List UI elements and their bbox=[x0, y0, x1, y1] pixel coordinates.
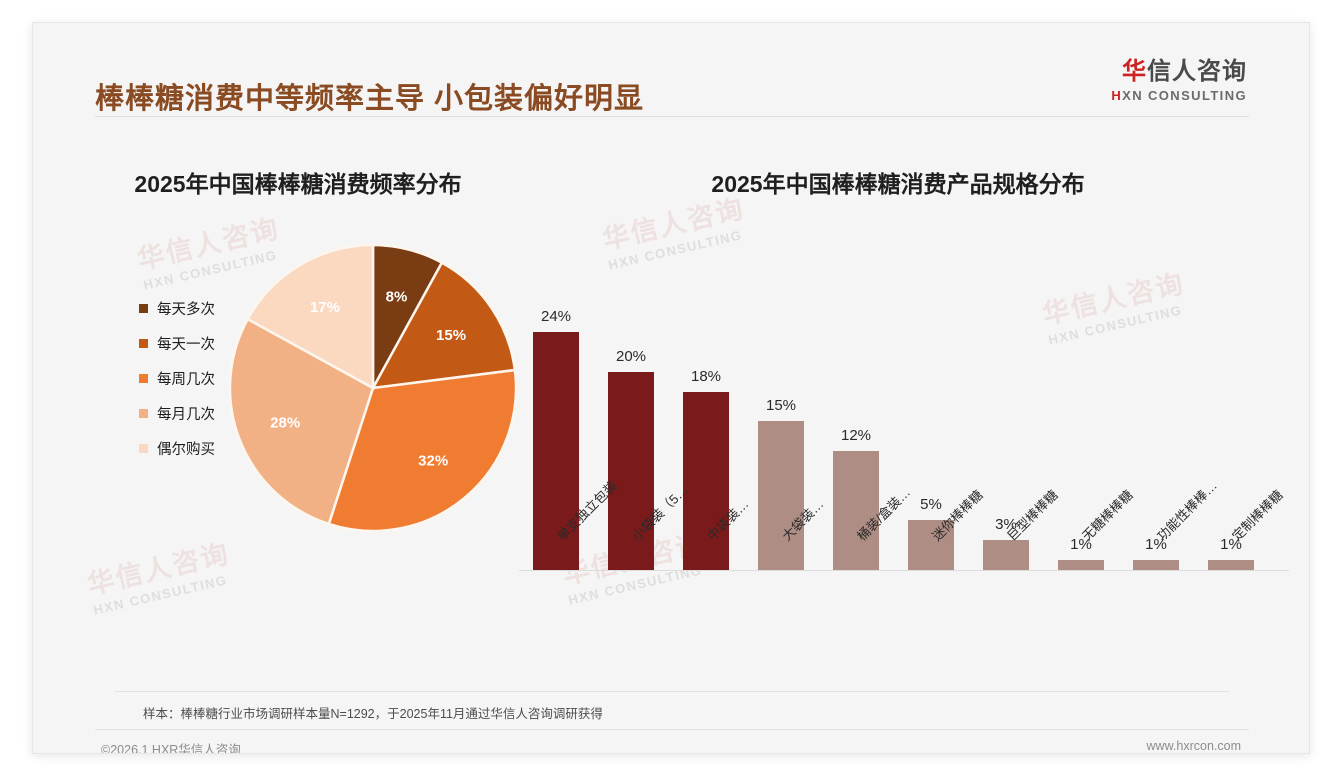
pie-legend-label: 每天多次 bbox=[157, 302, 215, 318]
legend-swatch-icon bbox=[139, 444, 148, 453]
bar[interactable] bbox=[1208, 560, 1254, 570]
pie-legend-item[interactable]: 每周几次 bbox=[139, 361, 215, 396]
slide-canvas: 华信人咨询 HXN CONSULTING 华信人咨询 HXN CONSULTING … bbox=[32, 22, 1310, 754]
bar-chart: 24% 20% 18% 15% 12% 5% 3% 1% 1% 1% 单支独立包装 小袋装（5… 中袋… bbox=[515, 241, 1293, 571]
pie-chart: 每天多次每天一次每周几次每月几次偶尔购买 8% 15% 32% 28% 17% bbox=[73, 243, 523, 583]
bar[interactable] bbox=[1133, 560, 1179, 570]
legend-swatch-icon bbox=[139, 304, 148, 313]
copyright-text: ©2026.1 HXR华信人咨询 bbox=[101, 743, 241, 754]
bar[interactable] bbox=[608, 371, 654, 570]
bar-column[interactable]: 15% bbox=[758, 397, 804, 570]
pie-chart-title: 2025年中国棒棒糖消费频率分布 bbox=[134, 171, 462, 197]
bar-category-label: 迷你棒棒糖 bbox=[929, 487, 986, 544]
bar-value-label: 18% bbox=[690, 367, 722, 385]
sample-note: 样本：棒棒糖行业市场调研样本量N=1292，于2025年11月通过华信人咨询调研… bbox=[143, 707, 603, 721]
bar[interactable] bbox=[683, 391, 729, 570]
pie-legend: 每天多次每天一次每周几次每月几次偶尔购买 bbox=[139, 291, 215, 466]
pie-legend-label: 每周几次 bbox=[157, 372, 215, 388]
slide-header: 棒棒糖消费中等频率主导 小包装偏好明显 华信人咨询 HXN CONSULTING bbox=[33, 23, 1309, 115]
bar-column[interactable]: 5% bbox=[908, 496, 954, 570]
bar-value-label: 15% bbox=[765, 397, 797, 415]
pie-slice-value: 28% bbox=[270, 415, 300, 432]
bar-column[interactable]: 1% bbox=[1133, 536, 1179, 570]
pie-legend-label: 偶尔购买 bbox=[157, 442, 215, 458]
bar[interactable] bbox=[1058, 560, 1104, 570]
legend-swatch-icon bbox=[139, 339, 148, 348]
header-divider bbox=[95, 116, 1249, 117]
bar-chart-title: 2025年中国棒棒糖消费产品规格分布 bbox=[711, 171, 1085, 197]
bar-column[interactable]: 3% bbox=[983, 516, 1029, 570]
bar-column[interactable]: 24% bbox=[533, 308, 579, 570]
legend-swatch-icon bbox=[139, 374, 148, 383]
pie-slice-value: 32% bbox=[418, 453, 448, 470]
logo-english: HXN CONSULTING bbox=[1111, 88, 1247, 104]
footer-divider bbox=[95, 729, 1249, 730]
bar-value-label: 24% bbox=[540, 308, 572, 325]
pie-slice-value: 8% bbox=[386, 289, 408, 306]
bar-category-label: 无糖棒棒糖 bbox=[1079, 487, 1136, 544]
bar[interactable] bbox=[983, 540, 1029, 570]
bar-value-label: 1% bbox=[1145, 536, 1167, 554]
bar-value-label: 20% bbox=[615, 347, 647, 365]
bar-category-label: 巨型棒棒糖 bbox=[1004, 487, 1061, 544]
bar-value-label: 1% bbox=[1070, 536, 1092, 554]
bar-value-label: 12% bbox=[840, 427, 872, 444]
pie-legend-label: 每月几次 bbox=[157, 407, 215, 423]
pie-legend-item[interactable]: 每天一次 bbox=[139, 326, 215, 361]
charts-container: 2025年中国棒棒糖消费频率分布 每天多次每天一次每周几次每月几次偶尔购买 8%… bbox=[33, 123, 1309, 683]
bar-value-label: 1% bbox=[1220, 536, 1242, 554]
page-title: 棒棒糖消费中等频率主导 小包装偏好明显 bbox=[95, 83, 645, 115]
pie-chart-panel: 2025年中国棒棒糖消费频率分布 每天多次每天一次每周几次每月几次偶尔购买 8%… bbox=[73, 123, 523, 683]
website-text[interactable]: www.hxrcon.com bbox=[1146, 739, 1241, 753]
bar[interactable] bbox=[758, 421, 804, 570]
pie-svg: 8% 15% 32% 28% 17% bbox=[228, 243, 518, 533]
logo-chinese: 华信人咨询 bbox=[1122, 58, 1247, 85]
legend-swatch-icon bbox=[139, 409, 148, 418]
pie-slice[interactable] bbox=[245, 243, 375, 391]
bar-value-label: 3% bbox=[995, 516, 1017, 534]
bar[interactable] bbox=[833, 451, 879, 570]
bar-column[interactable]: 20% bbox=[608, 348, 654, 570]
bar[interactable] bbox=[533, 332, 579, 570]
brand-logo: 华信人咨询 HXN CONSULTING bbox=[1111, 58, 1247, 104]
pie-legend-item[interactable]: 偶尔购买 bbox=[139, 431, 215, 466]
bar-category-label: 功能性棒棒… bbox=[1154, 477, 1220, 544]
bar-column[interactable]: 18% bbox=[683, 368, 729, 570]
bar-column[interactable]: 1% bbox=[1058, 536, 1104, 570]
bar-column[interactable]: 1% bbox=[1208, 536, 1254, 570]
note-divider bbox=[115, 691, 1229, 692]
bar-chart-panel: 2025年中国棒棒糖消费产品规格分布 24% 20% 18% 15% 12% 5% 3% 1%… bbox=[503, 123, 1293, 683]
pie-slice[interactable] bbox=[327, 368, 518, 533]
pie-legend-item[interactable]: 每月几次 bbox=[139, 396, 215, 431]
bar[interactable] bbox=[908, 520, 954, 570]
pie-slice-value: 15% bbox=[436, 327, 466, 344]
pie-slice[interactable] bbox=[370, 260, 517, 390]
bar-value-label: 5% bbox=[920, 496, 942, 514]
pie-legend-item[interactable]: 每天多次 bbox=[139, 291, 215, 326]
bar-column[interactable]: 12% bbox=[833, 427, 879, 570]
bar-category-label: 定制棒棒糖 bbox=[1229, 487, 1286, 544]
pie-slice[interactable] bbox=[228, 317, 375, 526]
pie-legend-label: 每天一次 bbox=[157, 337, 215, 353]
pie-slice-value: 17% bbox=[310, 299, 340, 316]
bar-baseline bbox=[519, 570, 1289, 571]
